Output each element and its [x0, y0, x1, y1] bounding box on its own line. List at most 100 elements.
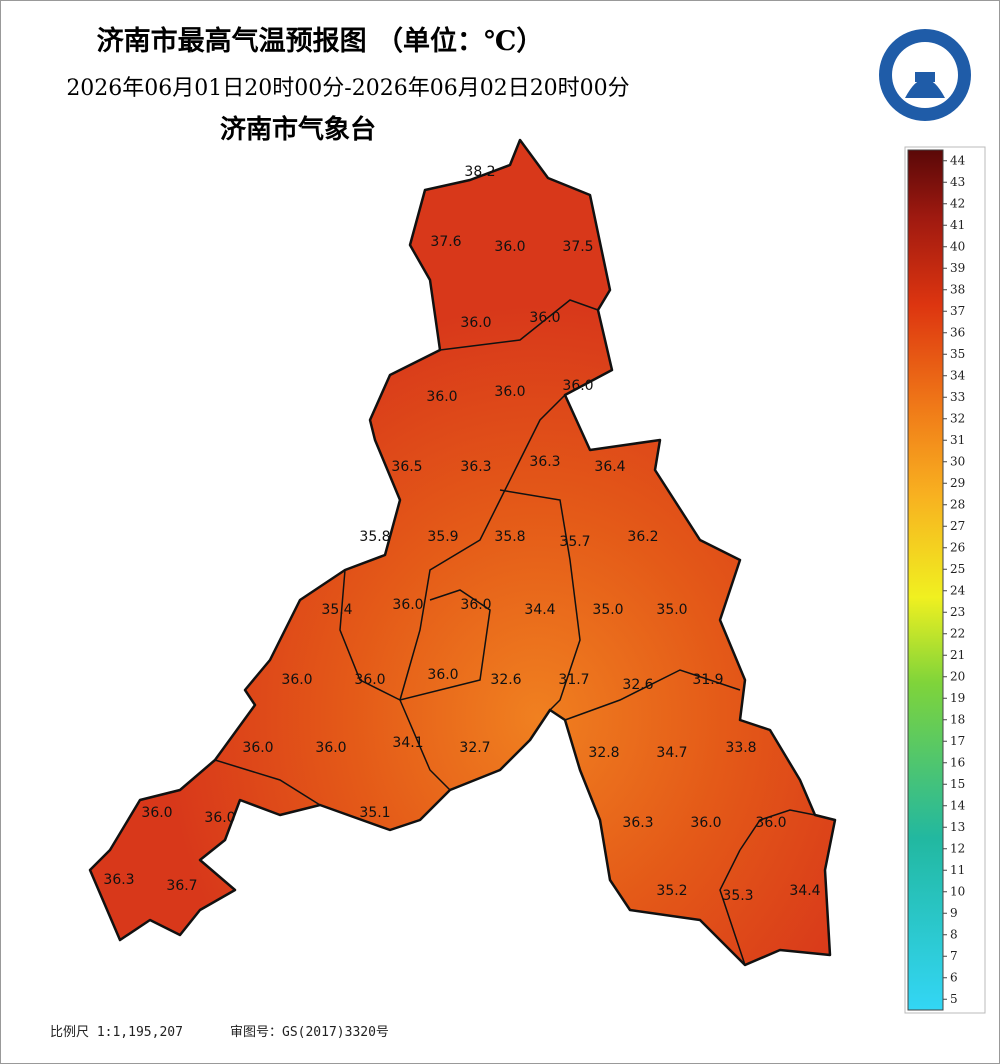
- colorbar-label: 34: [950, 368, 966, 382]
- station-value: 36.0: [141, 805, 172, 821]
- station-value: 35.2: [656, 883, 687, 899]
- colorbar-label: 39: [950, 261, 965, 275]
- colorbar-label: 32: [950, 411, 965, 425]
- colorbar-label: 42: [950, 196, 965, 210]
- station-value: 35.8: [494, 529, 525, 545]
- station-value: 36.3: [103, 872, 134, 888]
- colorbar-label: 23: [950, 605, 965, 619]
- station-value: 35.1: [359, 805, 390, 821]
- station-value: 34.4: [789, 883, 820, 899]
- colorbar-label: 33: [950, 390, 965, 404]
- station-value: 36.0: [460, 315, 491, 331]
- colorbar-label: 18: [950, 712, 965, 726]
- station-value: 35.0: [656, 602, 687, 618]
- station-value: 35.8: [359, 529, 390, 545]
- district-boundaries: [214, 299, 816, 966]
- station-value: 36.0: [204, 810, 235, 826]
- colorbar-label: 44: [950, 153, 966, 167]
- approval: 审图号：GS(2017)3320号: [230, 1025, 389, 1040]
- colorbar: [907, 149, 944, 1011]
- station-value: 36.3: [460, 459, 491, 475]
- station-value: 36.0: [392, 597, 423, 613]
- station-value: 34.4: [524, 602, 555, 618]
- colorbar-label: 13: [950, 820, 965, 834]
- station-value: 36.2: [627, 529, 658, 545]
- colorbar-label: 21: [950, 648, 965, 662]
- station-value: 31.9: [692, 672, 723, 688]
- logo: [879, 29, 971, 121]
- colorbar-label: 7: [950, 949, 958, 963]
- colorbar-frame: [904, 146, 986, 1014]
- station-value: 36.0: [427, 667, 458, 683]
- colorbar-label: 37: [950, 304, 965, 318]
- station-value: 36.3: [529, 454, 560, 470]
- station-value: 32.8: [588, 745, 619, 761]
- colorbar-label: 19: [950, 691, 965, 705]
- station-value: 35.9: [427, 529, 458, 545]
- station-value: 36.0: [529, 310, 560, 326]
- colorbar-label: 12: [950, 841, 965, 855]
- station-value: 35.7: [559, 534, 590, 550]
- station-value: 35.4: [321, 602, 352, 618]
- colorbar-label: 14: [950, 798, 966, 812]
- colorbar-label: 30: [950, 454, 965, 468]
- station-value: 34.7: [656, 745, 687, 761]
- station-value: 36.0: [281, 672, 312, 688]
- station-value: 36.0: [494, 384, 525, 400]
- station-value: 34.1: [392, 735, 423, 751]
- colorbar-label: 24: [950, 583, 966, 597]
- colorbar-label: 10: [950, 884, 965, 898]
- station-value: 35.3: [722, 888, 753, 904]
- org: 济南市气象台: [220, 114, 376, 145]
- title: 济南市最高气温预报图 （单位：℃）: [97, 25, 544, 57]
- station-value: 31.7: [558, 672, 589, 688]
- colorbar-label: 15: [950, 777, 965, 791]
- station-value: 36.0: [755, 815, 786, 831]
- colorbar-label: 36: [950, 325, 965, 339]
- subtitle: 2026年06月01日20时00分-2026年06月02日20时00分: [66, 76, 629, 101]
- station-value: 32.6: [622, 677, 653, 693]
- station-value: 36.0: [460, 597, 491, 613]
- scale: 比例尺 1:1,195,207: [50, 1025, 183, 1040]
- colorbar-label: 29: [950, 476, 965, 490]
- colorbar-label: 38: [950, 282, 965, 296]
- colorbar-label: 35: [950, 347, 965, 361]
- station-value: 33.8: [725, 740, 756, 756]
- station-value: 32.7: [459, 740, 490, 756]
- station-value: 36.4: [594, 459, 625, 475]
- city-boundary: [88, 138, 837, 967]
- station-value: 36.0: [242, 740, 273, 756]
- colorbar-label: 28: [950, 497, 965, 511]
- colorbar-label: 9: [950, 906, 958, 920]
- colorbar-label: 40: [950, 239, 965, 253]
- station-value: 36.0: [426, 389, 457, 405]
- station-value: 36.0: [354, 672, 385, 688]
- station-value: 36.5: [391, 459, 422, 475]
- colorbar-label: 22: [950, 626, 965, 640]
- station-value: 36.7: [166, 878, 197, 894]
- station-value: 38.2: [464, 164, 495, 180]
- colorbar-label: 43: [950, 175, 965, 189]
- colorbar-label: 16: [950, 755, 965, 769]
- station-value: 32.6: [490, 672, 521, 688]
- colorbar-label: 41: [950, 218, 965, 232]
- station-value: 36.0: [690, 815, 721, 831]
- colorbar-label: 11: [950, 863, 965, 877]
- colorbar-label: 27: [950, 519, 965, 533]
- station-value: 36.3: [622, 815, 653, 831]
- station-value: 37.6: [430, 234, 461, 250]
- station-value: 36.0: [315, 740, 346, 756]
- colorbar-label: 25: [950, 562, 965, 576]
- colorbar-label: 8: [950, 927, 958, 941]
- station-value: 36.0: [562, 378, 593, 394]
- station-value: 36.0: [494, 239, 525, 255]
- colorbar-label: 20: [950, 669, 965, 683]
- colorbar-label: 5: [950, 992, 958, 1006]
- colorbar-label: 17: [950, 734, 965, 748]
- colorbar-label: 6: [950, 970, 958, 984]
- station-value: 37.5: [562, 239, 593, 255]
- colorbar-label: 31: [950, 433, 965, 447]
- station-value: 35.0: [592, 602, 623, 618]
- colorbar-label: 26: [950, 540, 965, 554]
